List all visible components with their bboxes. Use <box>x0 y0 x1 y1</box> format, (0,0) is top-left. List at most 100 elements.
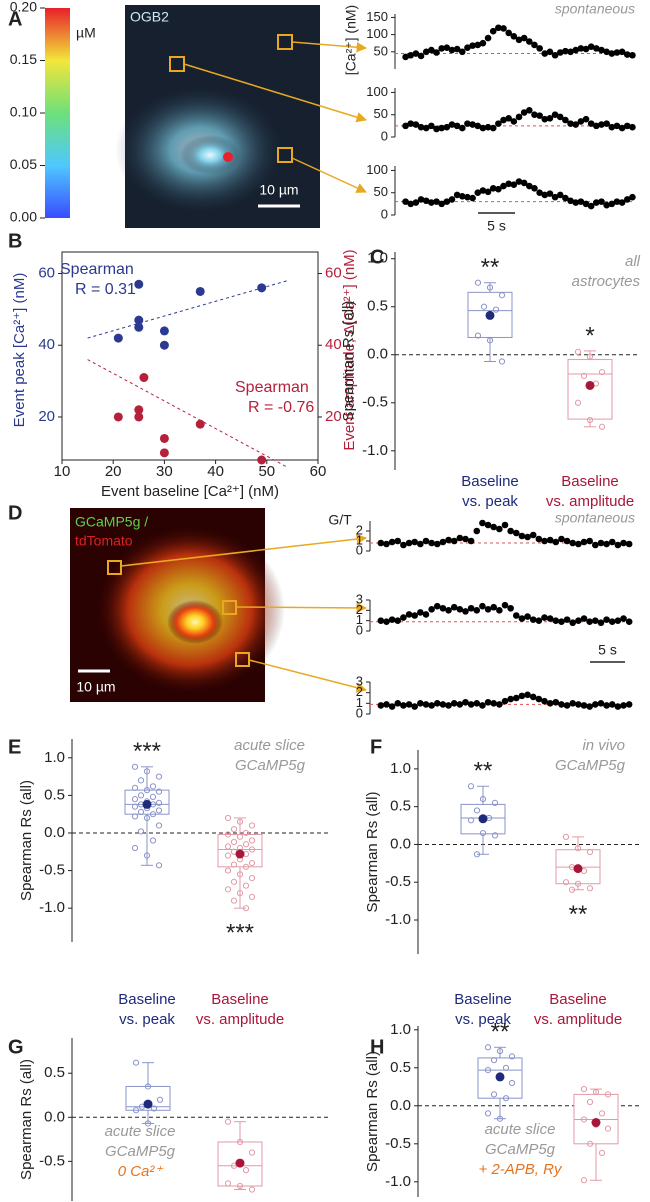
data-point <box>400 702 407 709</box>
data-point <box>551 51 559 59</box>
data-point <box>592 541 599 549</box>
data-point <box>501 521 509 529</box>
data-point <box>248 822 256 829</box>
data-point <box>224 886 232 893</box>
annotation: GCaMP5g <box>105 1143 176 1160</box>
data-point <box>603 48 610 56</box>
y-tick-label: 0.5 <box>390 1059 411 1076</box>
data-point <box>159 433 169 443</box>
data-point <box>608 538 616 546</box>
mean <box>235 1158 245 1168</box>
data-point <box>614 703 622 710</box>
y-axis-label: Spearman Rs (all) <box>340 301 357 422</box>
data-point <box>479 124 487 132</box>
data-point <box>535 695 543 703</box>
data-point <box>479 702 486 709</box>
category-label: vs. amplitude <box>546 493 634 510</box>
data-point <box>498 358 506 365</box>
data-point <box>473 700 481 707</box>
data-point <box>535 535 543 543</box>
y-tick-label: -0.5 <box>39 862 65 879</box>
annotation: GCaMP5g <box>235 757 306 774</box>
significance: *** <box>226 920 254 947</box>
data-point <box>489 27 497 35</box>
y-axis-label: Spearman Rs (all) <box>18 780 35 901</box>
data-point <box>439 701 447 708</box>
data-point <box>515 36 523 44</box>
data-point <box>569 619 577 627</box>
y-tick-label: 0.0 <box>44 1108 65 1125</box>
data-point <box>505 114 512 122</box>
data-point <box>394 700 402 707</box>
data-point <box>484 1066 492 1074</box>
category-label: Baseline <box>118 991 176 1008</box>
data-point <box>529 616 537 623</box>
image-label: OGB2 <box>130 9 169 25</box>
data-point <box>417 609 424 616</box>
data-point <box>134 412 144 422</box>
box <box>125 1085 171 1111</box>
data-point <box>484 188 492 196</box>
data-point <box>604 1125 612 1132</box>
data-point <box>480 303 488 310</box>
data-point <box>580 372 588 379</box>
data-point <box>598 368 606 376</box>
data-point <box>620 702 627 709</box>
data-point <box>445 607 452 614</box>
data-point <box>484 1110 492 1117</box>
data-point <box>155 788 163 795</box>
data-point <box>490 1057 498 1064</box>
data-point <box>134 279 144 289</box>
data-point <box>598 121 605 128</box>
data-point <box>500 25 507 32</box>
y-tick-label: 1 <box>356 612 363 627</box>
data-point <box>580 702 588 709</box>
data-point <box>484 698 492 706</box>
annotation: acute slice <box>105 1123 176 1140</box>
data-point <box>377 702 385 709</box>
data-point <box>411 538 418 546</box>
y-tick-label: 0.5 <box>367 298 388 315</box>
data-point <box>618 48 626 56</box>
plot-frame <box>61 251 319 461</box>
data-point <box>623 122 631 130</box>
data-point <box>417 700 424 707</box>
y-tick-label: 0 <box>356 542 363 557</box>
category-label: Baseline <box>561 473 619 490</box>
data-point <box>236 1138 244 1146</box>
data-point <box>577 118 585 125</box>
y-tick-label: 2 <box>356 522 363 537</box>
significance: *** <box>226 1201 254 1202</box>
data-point <box>479 602 486 610</box>
data-point <box>388 703 396 710</box>
data-point <box>467 701 475 708</box>
annotation: all <box>625 253 641 270</box>
data-point <box>546 48 554 56</box>
data-point <box>458 124 466 132</box>
annotation: Spearman <box>235 379 309 396</box>
data-point <box>502 1095 510 1102</box>
data-point <box>462 608 469 615</box>
data-point <box>402 122 409 130</box>
data-point <box>501 697 509 705</box>
data-point <box>556 49 564 56</box>
data-point <box>411 612 418 619</box>
data-point <box>551 193 559 201</box>
data-point <box>438 124 445 132</box>
data-point <box>422 611 430 618</box>
data-point <box>625 618 633 625</box>
data-point <box>144 1083 152 1090</box>
data-point <box>577 198 585 205</box>
data-point <box>587 43 595 50</box>
y-tick-label: 2 <box>356 602 363 617</box>
x-tick-label: 50 <box>258 463 275 480</box>
data-point <box>562 194 569 202</box>
data-point <box>453 45 461 53</box>
time-scale-label: 5 s <box>487 218 506 234</box>
data-point <box>562 833 570 840</box>
data-point <box>137 777 145 784</box>
data-point <box>150 1105 158 1112</box>
y-tick-label: 0.5 <box>44 1064 65 1081</box>
data-point <box>520 109 528 116</box>
data-point <box>155 807 163 814</box>
